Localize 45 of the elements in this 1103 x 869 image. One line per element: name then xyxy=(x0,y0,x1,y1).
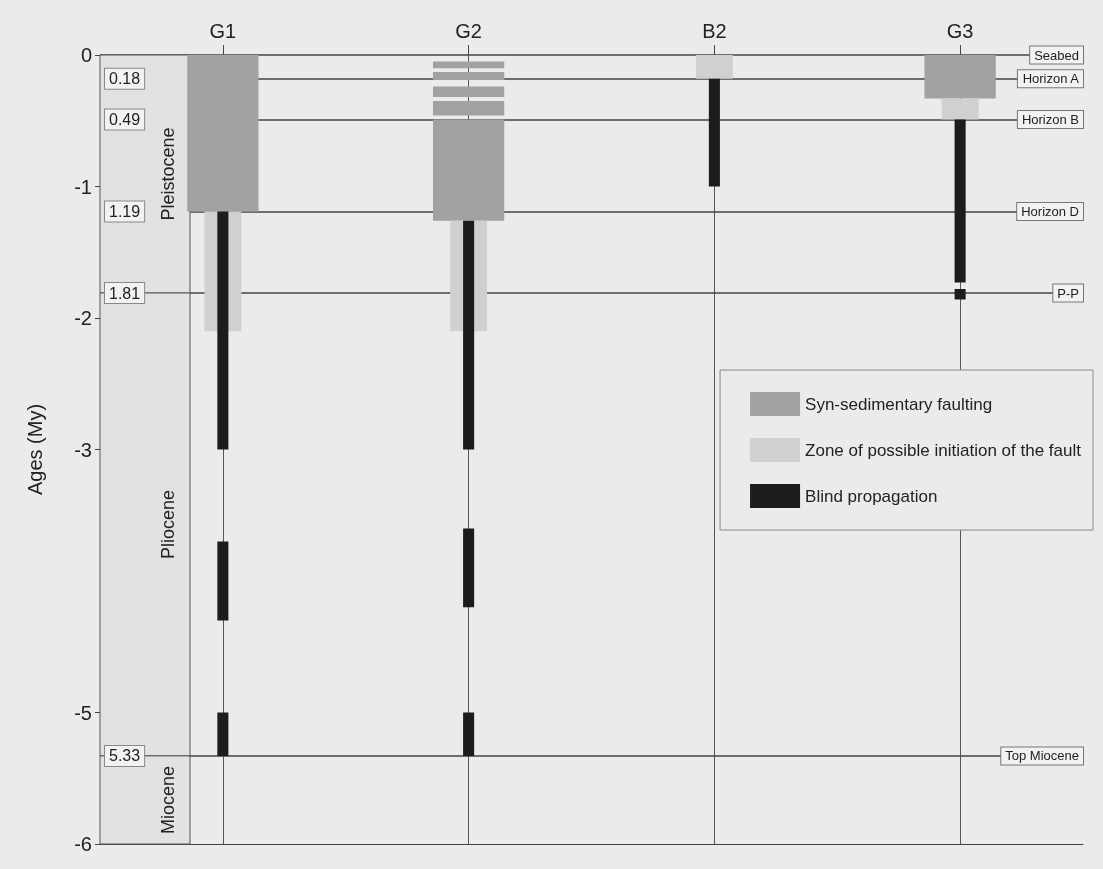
bar xyxy=(463,220,475,450)
legend-label: Zone of possible initiation of the fault xyxy=(805,440,1082,460)
legend-label: Syn-sedimentary faulting xyxy=(805,394,993,414)
ref-line-label: Seabed xyxy=(1034,47,1079,63)
y-axis-title: Ages (My) xyxy=(24,403,46,496)
bar xyxy=(432,86,505,98)
bar xyxy=(941,98,979,120)
band-label: Pliocene xyxy=(158,489,178,559)
bar xyxy=(432,61,505,69)
ref-line-label: Horizon A xyxy=(1022,71,1080,87)
annotation: 1.19 xyxy=(109,202,141,220)
ref-line-label: Top Miocene xyxy=(1005,748,1079,764)
ref-line-label: Horizon B xyxy=(1021,111,1079,127)
x-tick-label: G3 xyxy=(946,20,974,42)
bar xyxy=(695,55,733,79)
bar xyxy=(432,101,505,116)
bar xyxy=(463,712,475,756)
band-label: Miocene xyxy=(158,765,178,834)
annotation: 5.33 xyxy=(109,747,141,765)
y-tick-label: -3 xyxy=(74,438,92,461)
y-tick-label: 0 xyxy=(80,44,92,66)
annotation: 0.18 xyxy=(109,70,141,88)
bar xyxy=(217,712,229,756)
bar xyxy=(217,211,229,450)
y-tick-label: -6 xyxy=(74,833,92,855)
bar xyxy=(217,541,229,621)
x-tick-label: G2 xyxy=(455,20,482,42)
band-label: Pleistocene xyxy=(158,127,178,221)
y-tick-label: -5 xyxy=(74,701,92,724)
bar xyxy=(463,528,475,608)
x-tick-label: B2 xyxy=(702,20,727,42)
ref-line-label: P-P xyxy=(1057,285,1079,301)
bar xyxy=(954,289,966,300)
y-tick-label: -2 xyxy=(74,307,92,329)
annotation: 1.81 xyxy=(109,284,141,302)
ref-line-label: Horizon D xyxy=(1021,203,1079,219)
bar xyxy=(432,72,505,80)
y-tick-label: -1 xyxy=(74,175,92,198)
annotation: 0.49 xyxy=(109,110,141,128)
bar xyxy=(708,78,720,187)
legend-label: Blind propagation xyxy=(805,486,938,506)
x-tick-label: G1 xyxy=(209,20,237,42)
bar xyxy=(954,119,966,283)
bar xyxy=(924,55,996,99)
bar xyxy=(432,119,505,221)
